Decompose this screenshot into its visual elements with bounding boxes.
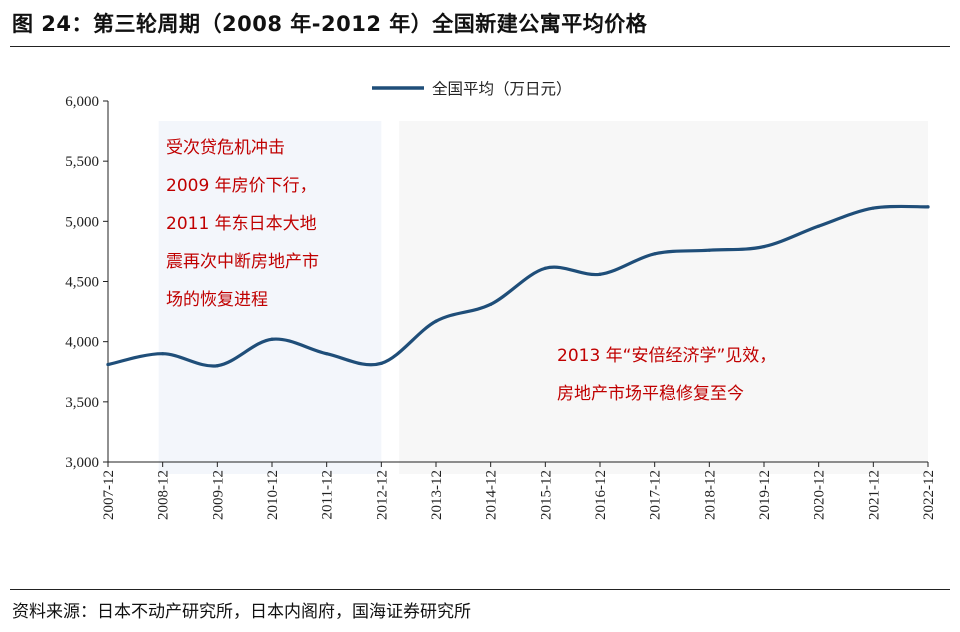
data-point [543, 266, 547, 270]
data-point [270, 337, 274, 341]
series-lines [106, 204, 930, 368]
shaded-period-2 [399, 121, 928, 474]
x-tick-label: 2011-12 [320, 470, 336, 519]
data-point [379, 361, 383, 365]
annotation-crisis-line: 2009 年房价下行， [166, 176, 317, 196]
x-axis-ticks: 2007-12 2008-12 2009-12 2010-12 2011-12 2012-… [101, 462, 937, 520]
x-tick-label: 2016-12 [593, 470, 609, 520]
series-line [106, 204, 930, 368]
annotation-abenomics-line: 房地产市场平稳修复至今 [557, 384, 744, 404]
annotation-crisis-line: 震再次中断房地产市 [166, 252, 319, 272]
data-point [653, 252, 657, 256]
y-tick-label: 4,000 [65, 335, 99, 351]
x-tick-label: 2022-12 [921, 470, 937, 520]
annotation-abenomics-line: 2013 年“安倍经济学”见效， [557, 346, 776, 366]
legend-label: 全国平均（万日元） [432, 80, 572, 98]
x-tick-label: 2018-12 [702, 470, 718, 520]
x-tick-label: 2012-12 [374, 470, 390, 520]
line-chart: 3,000 3,500 4,000 4,500 5,000 5,500 6,000 2007… [65, 80, 937, 520]
data-point [598, 272, 602, 276]
x-tick-label: 2017-12 [648, 470, 664, 520]
data-point [434, 319, 438, 323]
bottom-rule [10, 589, 950, 590]
x-tick-label: 2019-12 [757, 470, 773, 520]
x-tick-label: 2014-12 [484, 470, 500, 520]
y-tick-label: 6,000 [65, 94, 99, 110]
annotation-crisis-line: 场的恢复进程 [166, 290, 268, 310]
x-tick-label: 2010-12 [265, 470, 281, 520]
data-point [871, 206, 875, 210]
data-point [161, 352, 165, 356]
data-point [762, 245, 766, 249]
figure-source: 资料来源：日本不动产研究所，日本内阁府，国海证券研究所 [12, 602, 471, 622]
data-point [489, 302, 493, 306]
x-tick-label: 2020-12 [812, 470, 828, 520]
x-tick-label: 2021-12 [866, 470, 882, 520]
chart-legend: 全国平均（万日元） [372, 80, 572, 98]
x-tick-label: 2013-12 [429, 470, 445, 520]
figure-title: 图 24：第三轮周期（2008 年-2012 年）全国新建公寓平均价格 [12, 12, 648, 36]
y-tick-label: 5,000 [65, 214, 99, 230]
data-point [926, 205, 930, 209]
y-tick-label: 5,500 [65, 154, 99, 170]
data-point [817, 224, 821, 228]
chart-annotations: 受次贷危机冲击 2009 年房价下行， 2011 年东日本大地震再次中断房地产市场的… [166, 138, 776, 404]
x-tick-label: 2008-12 [156, 470, 172, 520]
data-point [215, 364, 219, 368]
annotation-crisis-line: 2011 年东日本大地 [166, 214, 317, 234]
x-tick-label: 2007-12 [101, 470, 117, 520]
shaded-periods [158, 121, 928, 474]
y-tick-label: 3,500 [65, 395, 99, 411]
data-point [707, 248, 711, 252]
data-point [325, 352, 329, 356]
y-tick-label: 4,500 [65, 275, 99, 291]
top-rule [10, 46, 950, 47]
y-tick-label: 3,000 [65, 455, 99, 471]
data-point [106, 362, 110, 367]
shaded-period-1 [158, 121, 382, 474]
y-axis-ticks: 3,000 3,500 4,000 4,500 5,000 5,500 6,000 [65, 94, 108, 471]
x-tick-label: 2009-12 [210, 470, 226, 520]
x-tick-label: 2015-12 [538, 470, 554, 520]
annotation-crisis-line: 受次贷危机冲击 [166, 138, 285, 158]
